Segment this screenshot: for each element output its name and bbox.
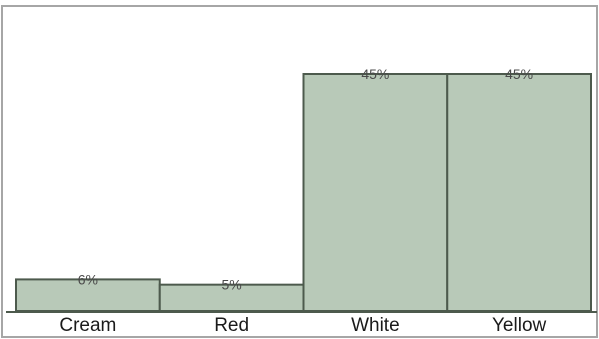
bars-group (15, 73, 592, 312)
x-tick-label-yellow: Yellow (492, 315, 547, 336)
data-label-white: 45% (361, 66, 389, 82)
x-tick-label-red: Red (214, 315, 249, 336)
x-tick-label-cream: Cream (59, 315, 116, 336)
data-label-yellow: 45% (505, 66, 533, 82)
data-labels-group: 6% 5% 45% 45% (78, 66, 533, 293)
x-tick-label-white: White (351, 315, 400, 336)
bar-yellow (446, 73, 592, 312)
data-label-cream: 6% (78, 271, 98, 287)
data-label-red: 5% (222, 277, 242, 293)
x-tick-labels-group: Cream Red White Yellow (59, 315, 546, 336)
bar-white (302, 73, 449, 312)
